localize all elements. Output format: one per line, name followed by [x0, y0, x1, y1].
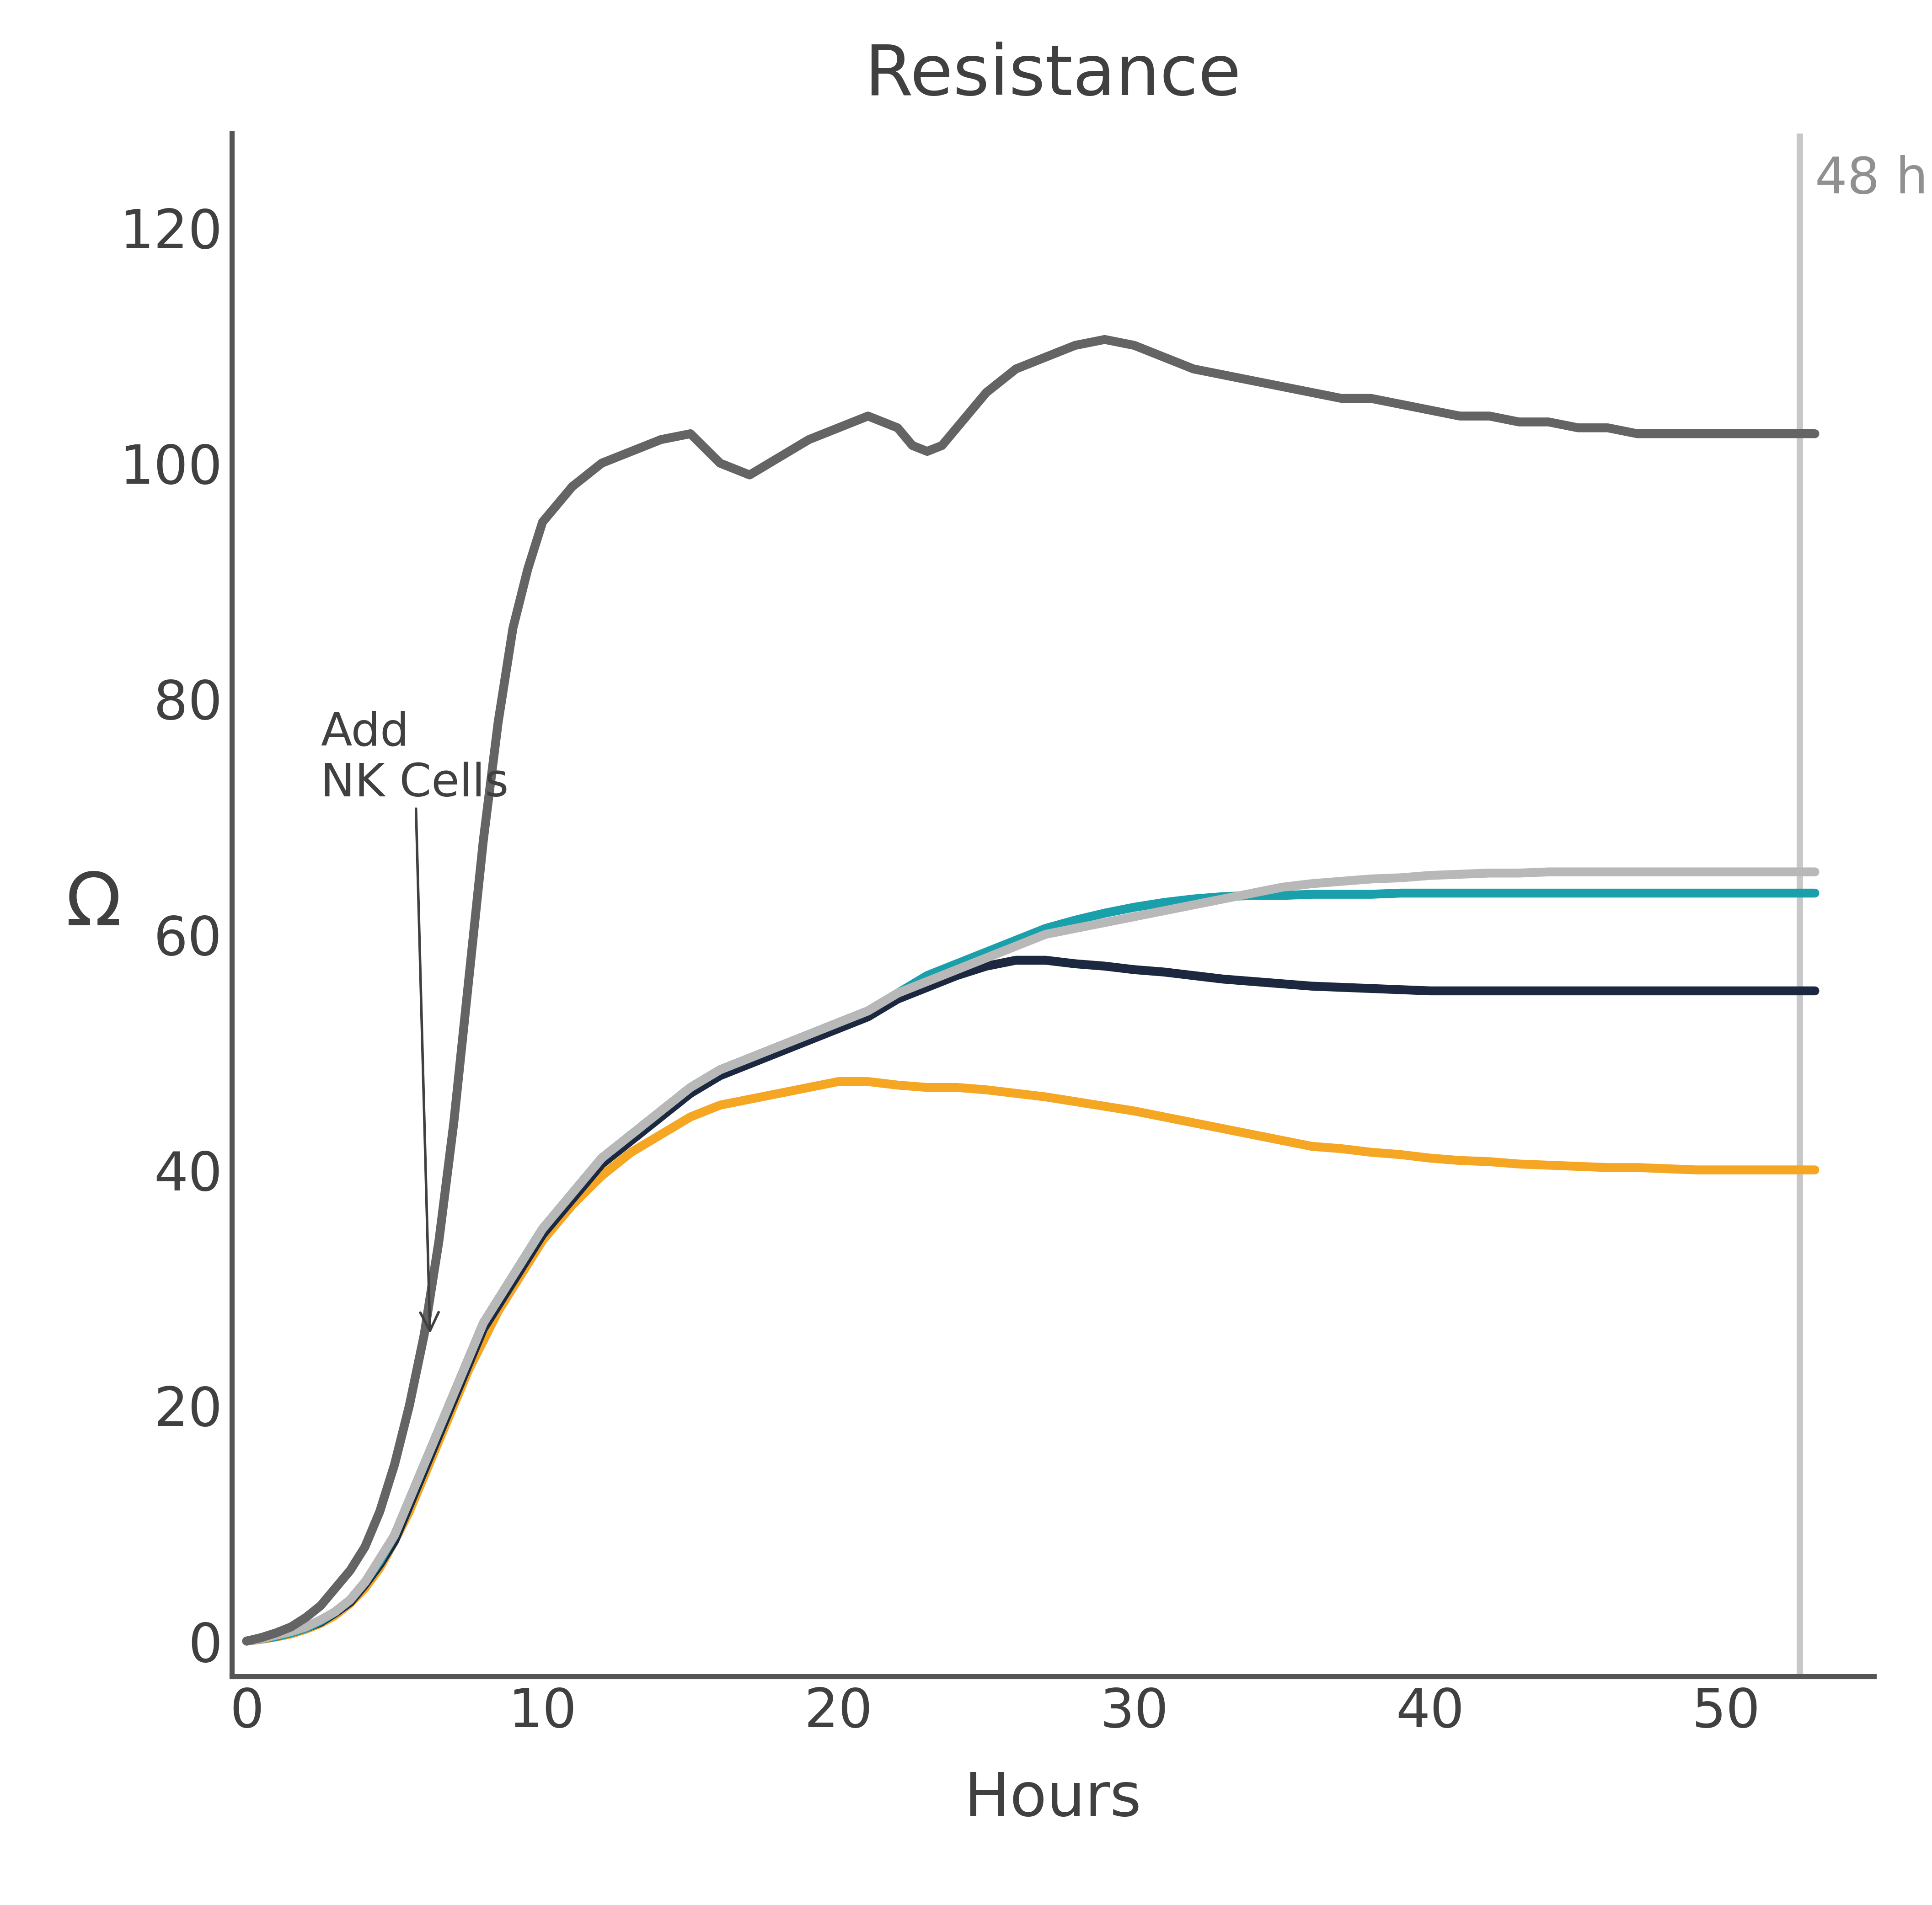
X-axis label: Hours: Hours	[964, 1770, 1142, 1829]
Text: Add
NK Cells: Add NK Cells	[321, 711, 508, 1332]
Y-axis label: Ω: Ω	[66, 869, 122, 941]
Text: 48 h: 48 h	[1814, 154, 1928, 204]
Title: Resistance: Resistance	[866, 42, 1240, 110]
